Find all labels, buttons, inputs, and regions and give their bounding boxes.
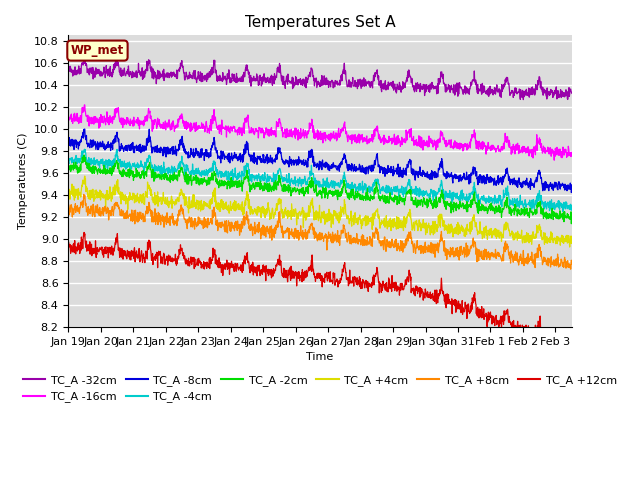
TC_A +12cm: [351, 276, 359, 282]
TC_A -2cm: [298, 190, 305, 196]
TC_A +4cm: [568, 236, 575, 241]
TC_A +12cm: [278, 273, 286, 278]
TC_A +8cm: [80, 192, 88, 197]
Line: TC_A -32cm: TC_A -32cm: [68, 55, 572, 100]
TC_A -16cm: [568, 151, 575, 156]
Title: Temperatures Set A: Temperatures Set A: [244, 15, 396, 30]
Line: TC_A +8cm: TC_A +8cm: [68, 194, 572, 269]
TC_A -4cm: [568, 207, 575, 213]
Y-axis label: Temperatures (C): Temperatures (C): [19, 133, 28, 229]
TC_A -2cm: [80, 152, 88, 158]
TC_A +4cm: [65, 183, 72, 189]
TC_A -32cm: [124, 72, 132, 77]
TC_A -4cm: [81, 146, 88, 152]
TC_A +8cm: [567, 266, 575, 272]
TC_A +8cm: [351, 239, 359, 245]
TC_A -32cm: [104, 73, 111, 79]
TC_A -16cm: [351, 132, 359, 138]
TC_A -32cm: [351, 78, 359, 84]
X-axis label: Time: Time: [307, 352, 333, 362]
TC_A -4cm: [559, 209, 567, 215]
Line: TC_A -8cm: TC_A -8cm: [68, 129, 572, 192]
TC_A -16cm: [124, 117, 132, 122]
TC_A -2cm: [278, 188, 286, 193]
Line: TC_A -2cm: TC_A -2cm: [68, 155, 572, 224]
TC_A -4cm: [124, 160, 132, 166]
TC_A +4cm: [278, 207, 286, 213]
TC_A -2cm: [104, 170, 111, 176]
TC_A +4cm: [566, 244, 573, 250]
TC_A -2cm: [568, 215, 575, 220]
TC_A +12cm: [104, 250, 111, 255]
TC_A -16cm: [298, 133, 305, 139]
TC_A -4cm: [351, 185, 359, 191]
Text: WP_met: WP_met: [71, 44, 124, 57]
TC_A -16cm: [65, 113, 72, 119]
TC_A +8cm: [278, 223, 286, 229]
TC_A -32cm: [278, 76, 286, 82]
TC_A -32cm: [520, 97, 527, 103]
TC_A -8cm: [81, 126, 88, 132]
TC_A -2cm: [65, 168, 72, 173]
Line: TC_A -4cm: TC_A -4cm: [68, 149, 572, 212]
Legend: TC_A -32cm, TC_A -16cm, TC_A -8cm, TC_A -4cm, TC_A -2cm, TC_A +4cm, TC_A +8cm, T: TC_A -32cm, TC_A -16cm, TC_A -8cm, TC_A …: [19, 371, 621, 407]
TC_A -32cm: [298, 80, 305, 85]
TC_A +12cm: [80, 229, 88, 235]
TC_A -8cm: [298, 161, 305, 167]
TC_A +4cm: [289, 214, 296, 219]
TC_A -8cm: [124, 142, 132, 148]
TC_A -32cm: [289, 86, 296, 92]
TC_A -8cm: [351, 166, 359, 172]
TC_A -4cm: [65, 159, 72, 165]
Line: TC_A -16cm: TC_A -16cm: [68, 105, 572, 160]
TC_A -32cm: [65, 66, 72, 72]
TC_A +4cm: [351, 210, 359, 216]
TC_A -8cm: [568, 187, 575, 193]
TC_A +4cm: [104, 188, 111, 193]
TC_A +8cm: [289, 233, 296, 239]
TC_A +12cm: [562, 350, 570, 356]
TC_A -4cm: [104, 168, 111, 173]
TC_A -32cm: [568, 90, 575, 96]
TC_A -2cm: [568, 221, 575, 227]
TC_A +12cm: [298, 270, 305, 276]
TC_A -2cm: [351, 193, 359, 199]
TC_A -16cm: [104, 120, 111, 126]
TC_A -16cm: [278, 125, 286, 131]
Line: TC_A +12cm: TC_A +12cm: [68, 232, 572, 353]
TC_A -16cm: [289, 132, 296, 137]
TC_A +8cm: [568, 261, 575, 267]
TC_A -8cm: [104, 144, 111, 150]
TC_A +12cm: [289, 272, 296, 277]
TC_A +4cm: [124, 197, 132, 203]
TC_A -8cm: [568, 190, 575, 195]
TC_A -2cm: [289, 186, 296, 192]
TC_A -4cm: [278, 174, 286, 180]
TC_A +8cm: [298, 234, 305, 240]
TC_A +12cm: [124, 253, 132, 259]
TC_A -8cm: [278, 156, 286, 162]
TC_A +8cm: [104, 207, 111, 213]
TC_A -8cm: [65, 144, 72, 150]
Line: TC_A +4cm: TC_A +4cm: [68, 176, 572, 247]
TC_A +12cm: [568, 347, 575, 353]
TC_A +12cm: [65, 239, 72, 244]
TC_A -2cm: [124, 167, 132, 172]
TC_A +4cm: [81, 173, 88, 179]
TC_A -32cm: [80, 52, 88, 58]
TC_A +8cm: [124, 216, 132, 221]
TC_A -8cm: [289, 160, 296, 166]
TC_A +8cm: [65, 203, 72, 209]
TC_A -16cm: [550, 157, 558, 163]
TC_A -4cm: [298, 180, 305, 186]
TC_A +4cm: [298, 208, 305, 214]
TC_A -4cm: [289, 180, 296, 186]
TC_A -16cm: [81, 102, 88, 108]
